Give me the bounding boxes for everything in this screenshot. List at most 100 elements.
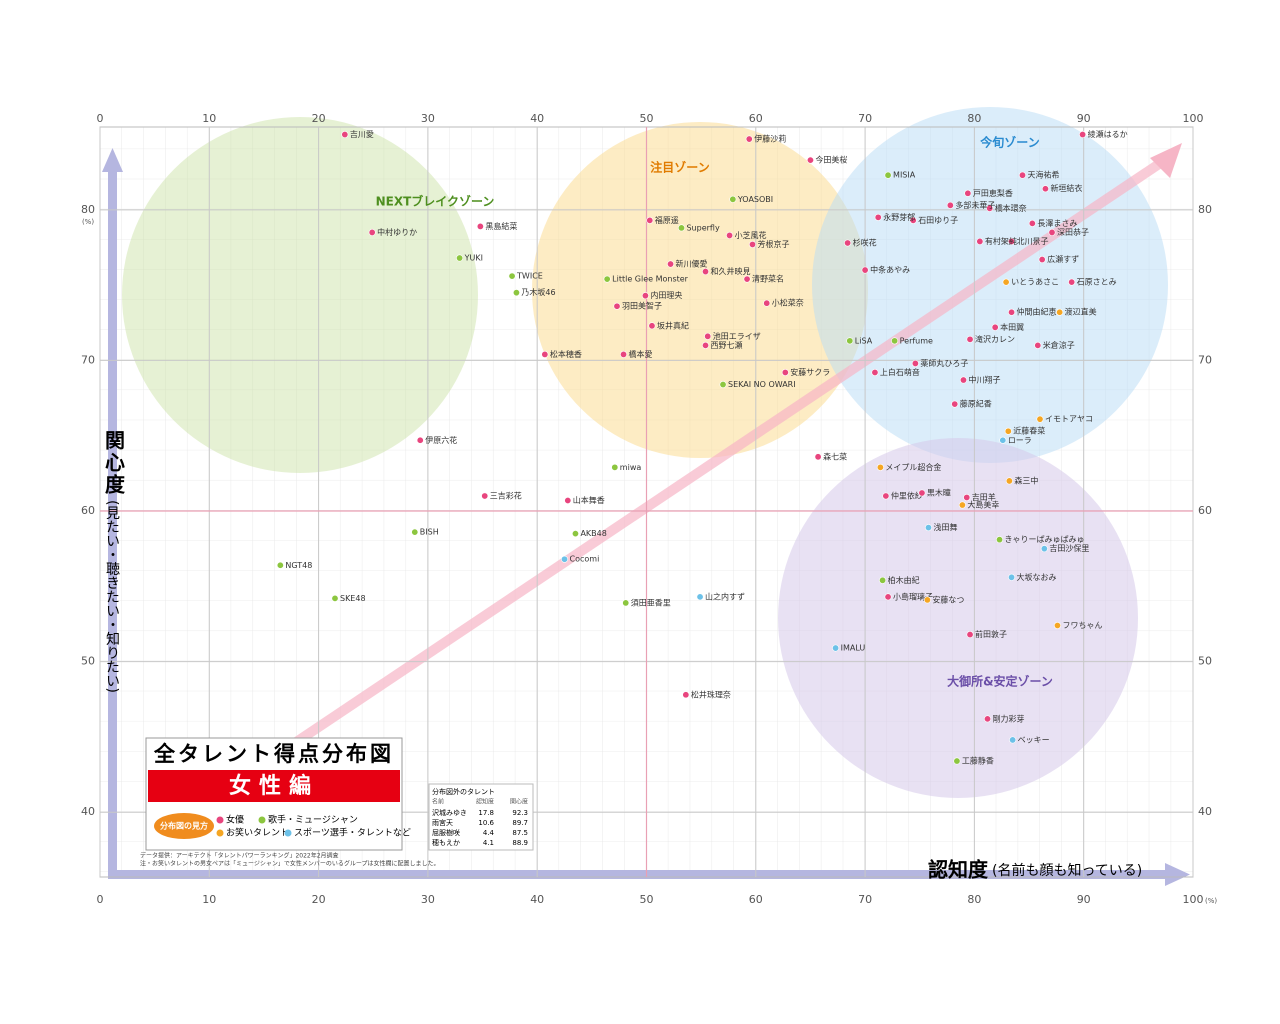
- point: [677, 224, 685, 232]
- table-cell: 17.8: [478, 809, 494, 817]
- table-cell: 10.6: [478, 819, 494, 827]
- point-label: MISIA: [893, 171, 916, 180]
- point: [1008, 573, 1016, 581]
- x-tick-label-top: 60: [749, 112, 763, 125]
- table-cell: 屈服樹咲: [432, 828, 460, 837]
- point-label: 天海祐希: [1027, 170, 1059, 180]
- point-label: TWICE: [516, 272, 543, 281]
- point: [909, 216, 917, 224]
- point-label: 小島瑠璃子: [893, 591, 933, 601]
- x-tick-label-top: 80: [967, 112, 981, 125]
- point: [1056, 308, 1064, 316]
- point: [1005, 477, 1013, 485]
- point: [999, 436, 1007, 444]
- point: [726, 231, 734, 239]
- point-label: 西野七瀬: [711, 340, 743, 350]
- point-label: いとうあさこ: [1011, 278, 1059, 287]
- point-label: 綾瀬はるか: [1088, 129, 1128, 139]
- point: [1034, 341, 1042, 349]
- legend-swatch: [258, 816, 266, 824]
- point: [958, 501, 966, 509]
- point-label: 有村架純: [985, 236, 1017, 246]
- point: [953, 757, 961, 765]
- point-label: 滝沢カレン: [975, 334, 1015, 344]
- subtitle-band: [148, 770, 400, 802]
- point-label: SKE48: [340, 594, 366, 603]
- point: [541, 350, 549, 358]
- point: [1008, 237, 1016, 245]
- point: [882, 492, 890, 500]
- point-label: 小芝風花: [735, 230, 767, 240]
- point: [846, 337, 854, 345]
- point-label: きゃりーぱみゅぱみゅ: [1005, 535, 1085, 544]
- point: [814, 453, 822, 461]
- point-label: 今田美桜: [815, 155, 847, 165]
- point: [603, 275, 611, 283]
- point-label: YUKI: [464, 254, 483, 263]
- point: [806, 156, 814, 164]
- table-header: 認知度: [476, 798, 494, 806]
- point: [879, 576, 887, 584]
- point: [341, 131, 349, 139]
- point-label: 永野芽郁: [883, 212, 915, 222]
- point: [411, 528, 419, 536]
- point: [966, 631, 974, 639]
- point-label: 中川翔子: [968, 375, 1000, 385]
- point-label: 安藤サクラ: [790, 367, 830, 377]
- point-label: 池田エライザ: [713, 331, 761, 341]
- x-tick-label: 60: [749, 893, 763, 906]
- x-tick-label: 80: [967, 893, 981, 906]
- point: [276, 561, 284, 569]
- point-label: 伊原六花: [425, 435, 457, 445]
- table-cell: 沢城みゆき: [432, 808, 467, 817]
- grid: [99, 126, 1194, 878]
- x-tick-label: 20: [312, 893, 326, 906]
- zone-circle: [122, 117, 478, 473]
- point: [682, 691, 690, 699]
- point: [743, 275, 751, 283]
- y-unit: (%): [82, 218, 94, 226]
- point: [667, 260, 675, 268]
- point-label: Superfly: [686, 223, 719, 232]
- point-label: 清野菜名: [752, 274, 784, 284]
- point: [946, 201, 954, 209]
- table-cell: 雨宮天: [432, 818, 453, 827]
- point: [1038, 256, 1046, 264]
- point: [1028, 219, 1036, 227]
- point-label: SEKAI NO OWARI: [728, 380, 796, 389]
- point: [696, 593, 704, 601]
- point-label: 吉川愛: [350, 129, 374, 139]
- x-tick-label: 90: [1077, 893, 1091, 906]
- point: [368, 228, 376, 236]
- note: 注・お笑いタレントの男女ペアは「ミュージシャン」で女性メンバーのいるグループは女…: [140, 860, 440, 868]
- x-tick-label: 100: [1183, 893, 1204, 906]
- point: [918, 489, 926, 497]
- table-header: 関心度: [510, 798, 528, 806]
- point-label: 大島美幸: [967, 500, 999, 510]
- y-tick-label: 50: [81, 655, 95, 668]
- point-label: 三吉彩花: [490, 490, 522, 500]
- point-label: 新川優愛: [676, 259, 708, 269]
- x-tick-label: 70: [858, 893, 872, 906]
- point: [1018, 171, 1026, 179]
- point: [1068, 278, 1076, 286]
- point: [763, 299, 771, 307]
- point-label: NGT48: [285, 561, 312, 570]
- x-tick-label-top: 70: [858, 112, 872, 125]
- point-label: Little Glee Monster: [612, 275, 689, 284]
- point-label: 中条あやみ: [870, 265, 910, 275]
- point-label: 仲里依紗: [891, 490, 923, 500]
- point-label: 羽田美智子: [622, 301, 662, 311]
- x-tick-label: 50: [640, 893, 654, 906]
- point-label: メイプル超合金: [885, 462, 941, 472]
- point-label: 新垣結衣: [1050, 183, 1082, 193]
- table-cell: 88.9: [512, 839, 528, 847]
- point: [923, 596, 931, 604]
- y-tick-label-right: 60: [1198, 504, 1212, 517]
- point: [1008, 308, 1016, 316]
- y-tick-label: 60: [81, 504, 95, 517]
- point: [749, 240, 757, 248]
- point-label: 浅田舞: [933, 522, 957, 532]
- point: [924, 524, 932, 532]
